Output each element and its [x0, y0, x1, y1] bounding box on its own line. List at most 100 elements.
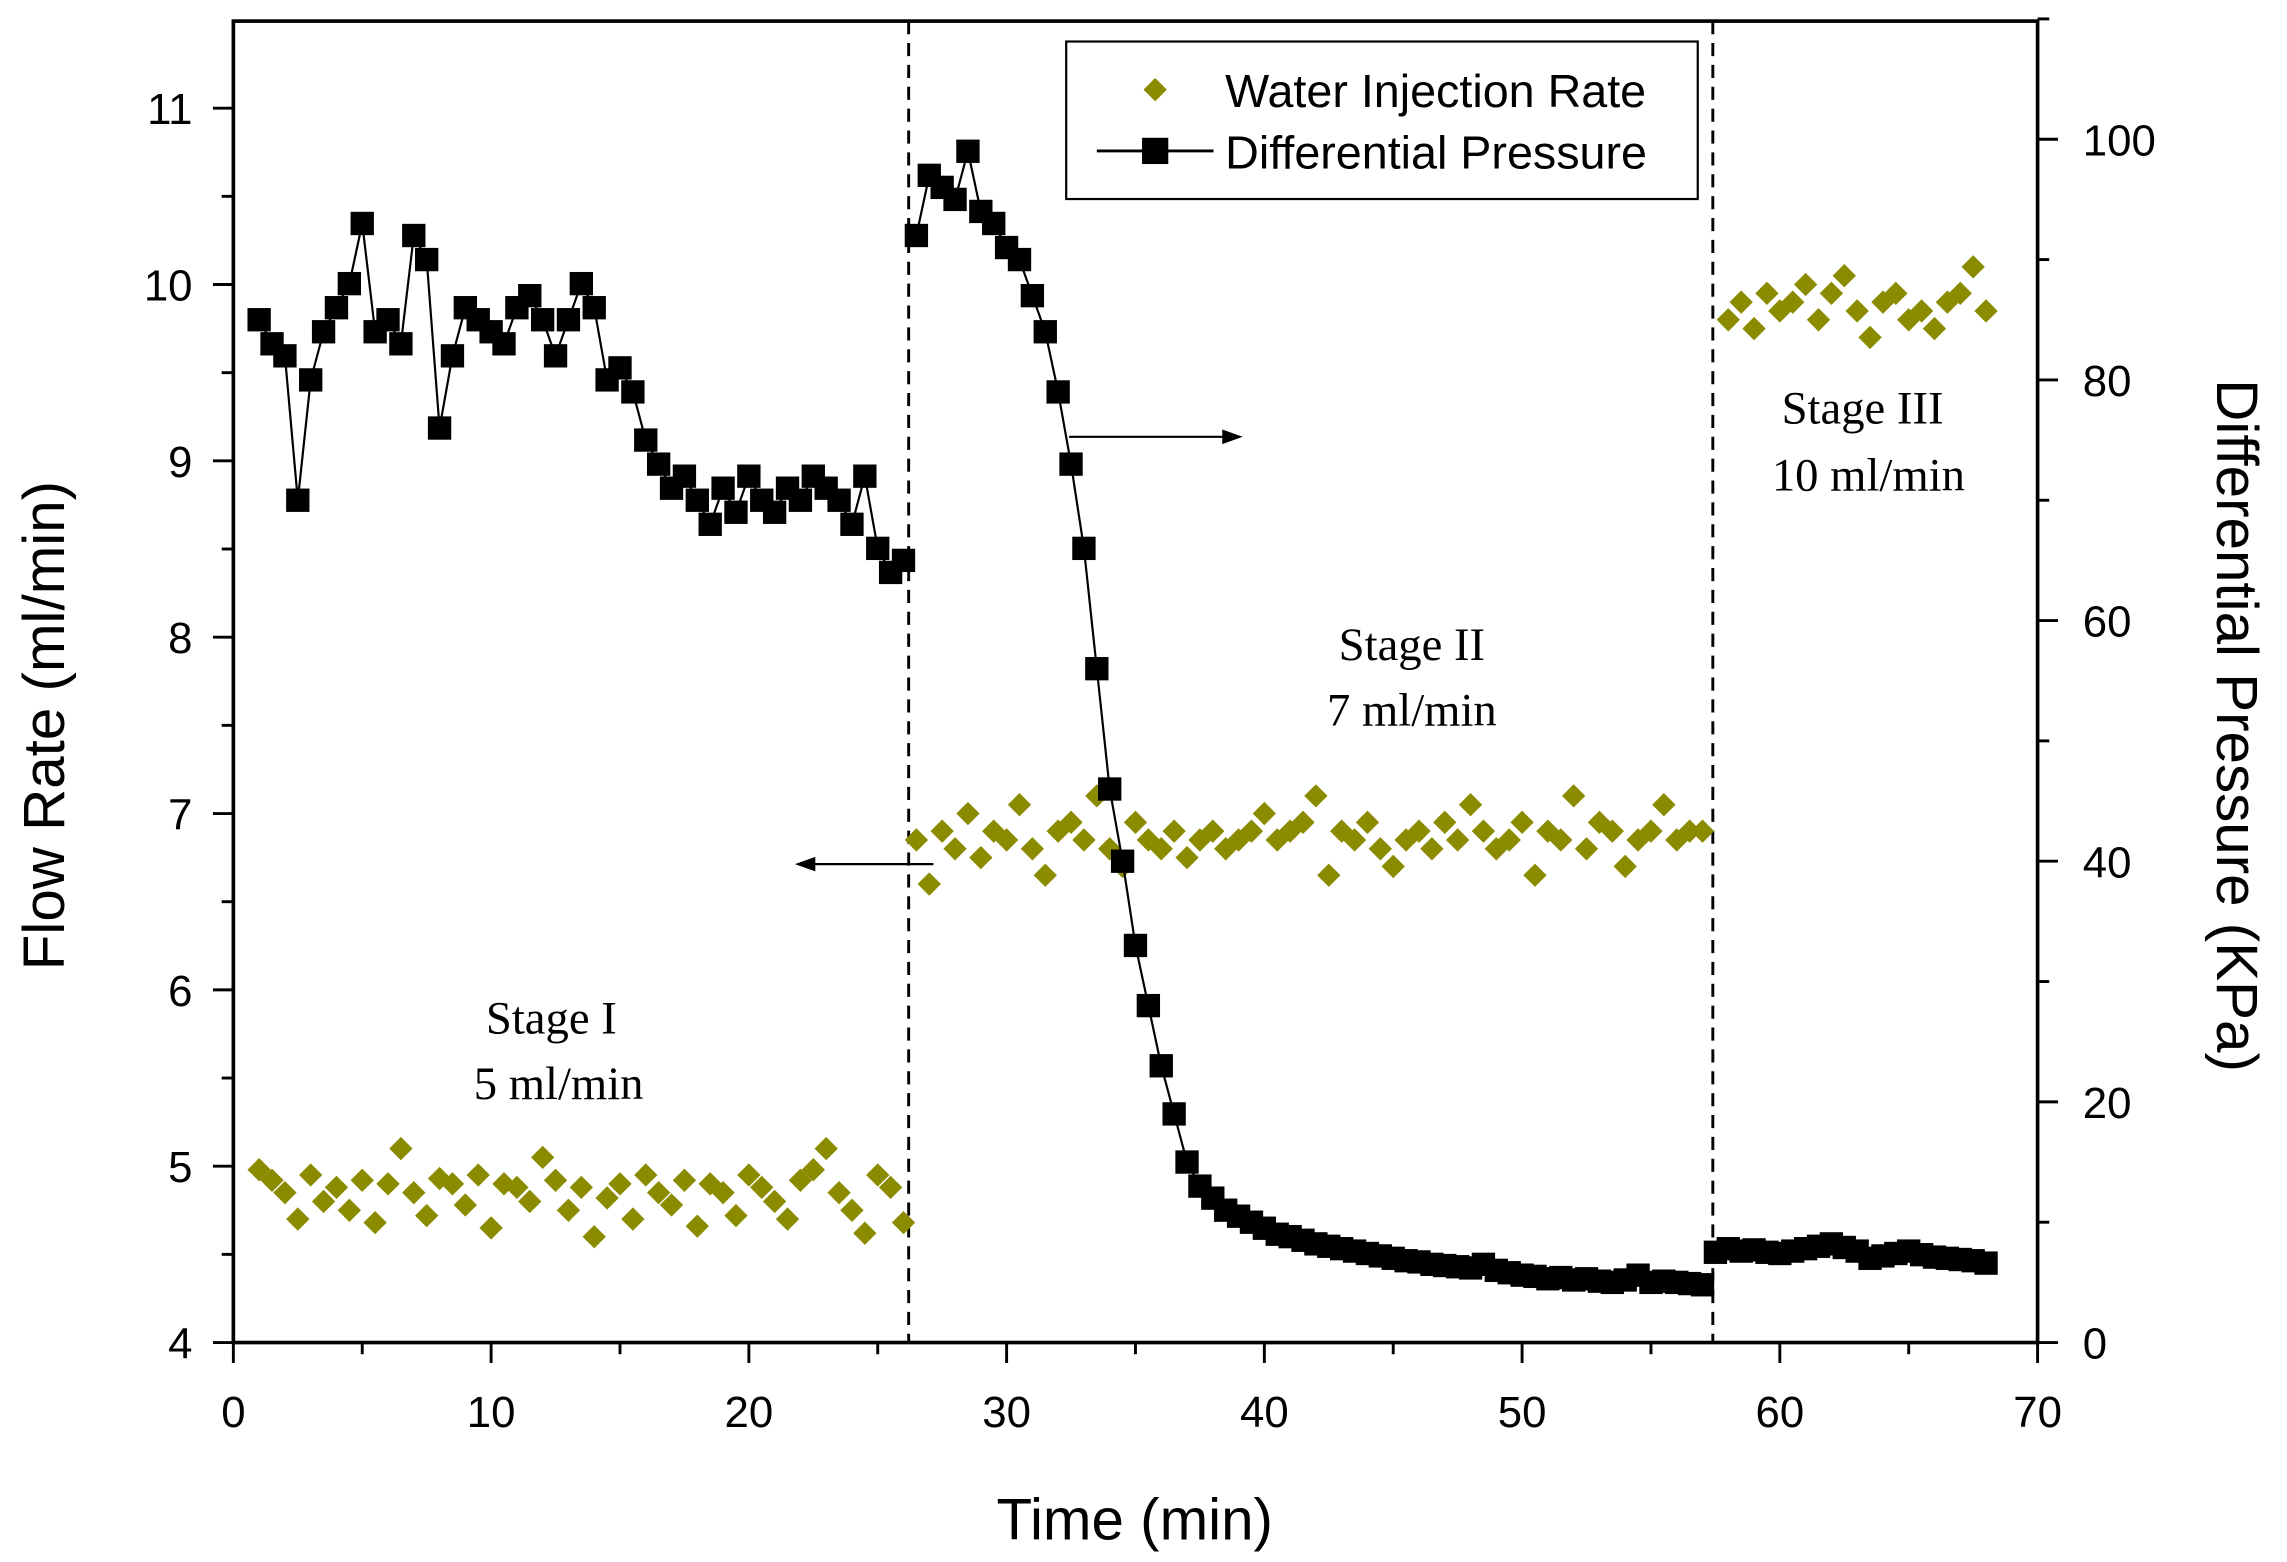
pressure-point — [543, 344, 568, 368]
pressure-point — [440, 344, 465, 368]
left-arrowhead-icon — [794, 856, 816, 872]
ticks: 0 10 20 30 40 50 60 70 4 5 6 7 8 9 10 11 0 20 40 60 80 100 — [144, 17, 2156, 1437]
pressure-point — [1007, 247, 1032, 272]
water-rate-point — [840, 1198, 864, 1222]
water-rate-point — [1317, 863, 1341, 887]
pressure-point — [311, 320, 336, 344]
water-rate-point — [1793, 272, 1818, 297]
water-rate-point — [1677, 819, 1702, 843]
water-rate-point — [737, 1163, 761, 1187]
pressure-point — [1110, 849, 1135, 873]
stage-1-rate: 5 ml/min — [474, 1058, 644, 1110]
stage-1-title: Stage I — [486, 992, 617, 1044]
y-left-axis-label: Flow Rate (ml/min) — [12, 481, 77, 970]
x-tick-label: 60 — [1756, 1388, 1805, 1437]
pressure-point — [1046, 380, 1070, 404]
pressure-point — [698, 512, 722, 536]
pressure-point — [608, 356, 632, 380]
pressure-point — [956, 139, 980, 163]
pressure-point — [376, 308, 400, 332]
y-left-tick-label: 6 — [168, 967, 192, 1016]
pressure-point — [866, 536, 890, 561]
water-rate-point — [1458, 793, 1483, 817]
water-rate-point — [1613, 854, 1637, 879]
water-rate-point — [376, 1172, 400, 1196]
pressure-point — [737, 464, 761, 488]
pressure-point — [1098, 777, 1122, 801]
pressure-point — [853, 464, 877, 488]
water-rate-point — [1381, 854, 1405, 879]
y-right-tick-label: 40 — [2083, 838, 2132, 887]
water-rate-point — [1123, 810, 1148, 835]
pressure-point — [286, 488, 310, 512]
pressure-point — [685, 488, 709, 512]
y-left-tick-label: 7 — [168, 791, 192, 840]
y-right-tick-label: 0 — [2083, 1320, 2107, 1369]
stage-2-title: Stage II — [1339, 619, 1485, 671]
water-rate-point — [286, 1207, 310, 1231]
y-left-tick-label: 4 — [168, 1320, 192, 1369]
x-axis-label: Time (min) — [996, 1487, 1273, 1552]
water-rate-point — [1806, 308, 1831, 332]
water-rate-point — [1291, 810, 1315, 835]
water-rate-point — [350, 1168, 374, 1192]
water-rate-point — [969, 845, 993, 870]
water-rate-point — [917, 872, 941, 896]
water-rate-point — [1420, 837, 1444, 861]
water-rate-point — [479, 1216, 503, 1240]
water-rate-point — [1897, 308, 1921, 332]
y-left-tick-label: 11 — [147, 85, 192, 134]
pressure-point — [402, 223, 426, 248]
y-right-tick-label: 20 — [2083, 1079, 2132, 1128]
pressure-point — [621, 380, 645, 404]
x-tick-label: 20 — [725, 1388, 774, 1437]
water-rate-point — [1561, 784, 1586, 808]
water-rate-point — [569, 1175, 593, 1200]
y-right-axis-label: Differential Pressure (KPa) — [2204, 379, 2269, 1072]
water-rate-point — [788, 1168, 813, 1192]
stage-labels: Stage I 5 ml/min Stage II 7 ml/min Stage… — [474, 383, 1965, 1110]
pressure-point — [1974, 1251, 1998, 1275]
water-rate-point — [1819, 281, 1844, 305]
water-rate-point — [1549, 828, 1573, 852]
water-rate-point — [878, 1175, 903, 1200]
y-right-tick-label: 100 — [2083, 116, 2156, 165]
pressure-point — [904, 223, 929, 248]
water-rate-point — [956, 801, 980, 826]
water-rate-point — [440, 1172, 465, 1196]
x-tick-label: 0 — [221, 1388, 245, 1437]
pressure-point — [788, 488, 813, 512]
water-rate-point — [543, 1168, 568, 1192]
water-rate-point — [1858, 325, 1882, 350]
pressure-point — [427, 416, 452, 440]
water-rate-point — [1252, 801, 1277, 826]
pressure-point — [891, 548, 916, 573]
water-rate-point — [904, 828, 929, 852]
x-tick-label: 30 — [982, 1388, 1031, 1437]
legend: Water Injection Rate Differential Pressu… — [1065, 40, 1699, 201]
data-marks — [247, 21, 1998, 1343]
water-rate-point — [505, 1175, 529, 1200]
water-rate-point — [1690, 819, 1715, 843]
pressure-point — [518, 284, 542, 308]
pressure-point — [247, 308, 271, 332]
water-rate-point — [943, 837, 967, 861]
pressure-point — [1020, 284, 1045, 308]
water-rate-point — [1497, 828, 1521, 852]
pressure-point — [1059, 452, 1083, 476]
pressure-point — [1123, 933, 1148, 958]
water-rate-point — [1652, 793, 1676, 817]
water-rate-point — [775, 1207, 800, 1231]
legend-label-pressure: Differential Pressure — [1225, 126, 1647, 178]
water-rate-point — [1020, 837, 1045, 861]
water-rate-point — [1510, 810, 1534, 835]
stage-2-rate: 7 ml/min — [1327, 685, 1497, 737]
pressure-point — [350, 211, 374, 236]
water-rate-point — [1471, 819, 1496, 843]
water-rate-point — [634, 1163, 658, 1187]
pressure-point — [943, 187, 967, 212]
water-rate-point — [518, 1189, 542, 1214]
water-rate-point — [1033, 863, 1057, 887]
x-tick-label: 50 — [1498, 1388, 1547, 1437]
